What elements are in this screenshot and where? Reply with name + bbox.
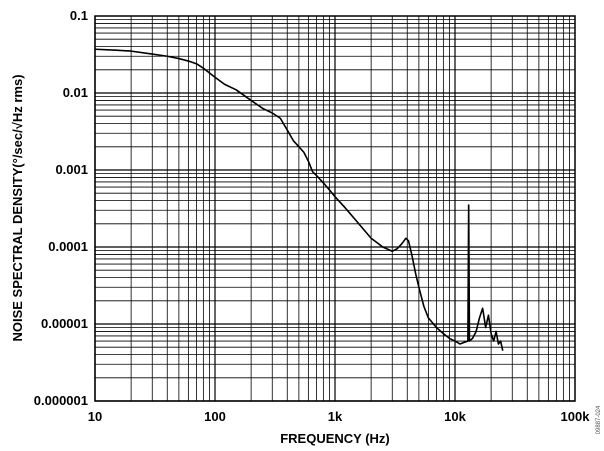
y-axis-title: NOISE SPECTRAL DENSITY(°/sec/√Hz rms) [10, 74, 25, 341]
y-tick-label: 0.0001 [48, 239, 88, 254]
x-tick-labels: 10 100 1k 10k 100k [88, 409, 590, 424]
y-tick-labels: 0.1 0.01 0.001 0.0001 0.00001 0.000001 [34, 8, 88, 408]
x-axis-title: FREQUENCY (Hz) [280, 431, 390, 446]
y-tick-label: 0.001 [55, 162, 88, 177]
x-tick-label: 1k [328, 409, 343, 424]
plot-frame [94, 15, 576, 402]
figure-id: 09887-024 [596, 405, 602, 434]
y-tick-label: 0.1 [70, 8, 88, 23]
y-tick-label: 0.00001 [41, 316, 88, 331]
series-layer [94, 48, 504, 351]
x-tick-label: 10 [88, 409, 102, 424]
y-tick-label: 0.000001 [34, 393, 88, 408]
y-tick-label: 0.01 [63, 85, 88, 100]
x-tick-label: 10k [444, 409, 466, 424]
grid [94, 16, 575, 402]
x-tick-label: 100 [204, 409, 226, 424]
noise-density-line [94, 48, 504, 351]
x-tick-label: 100k [561, 409, 591, 424]
